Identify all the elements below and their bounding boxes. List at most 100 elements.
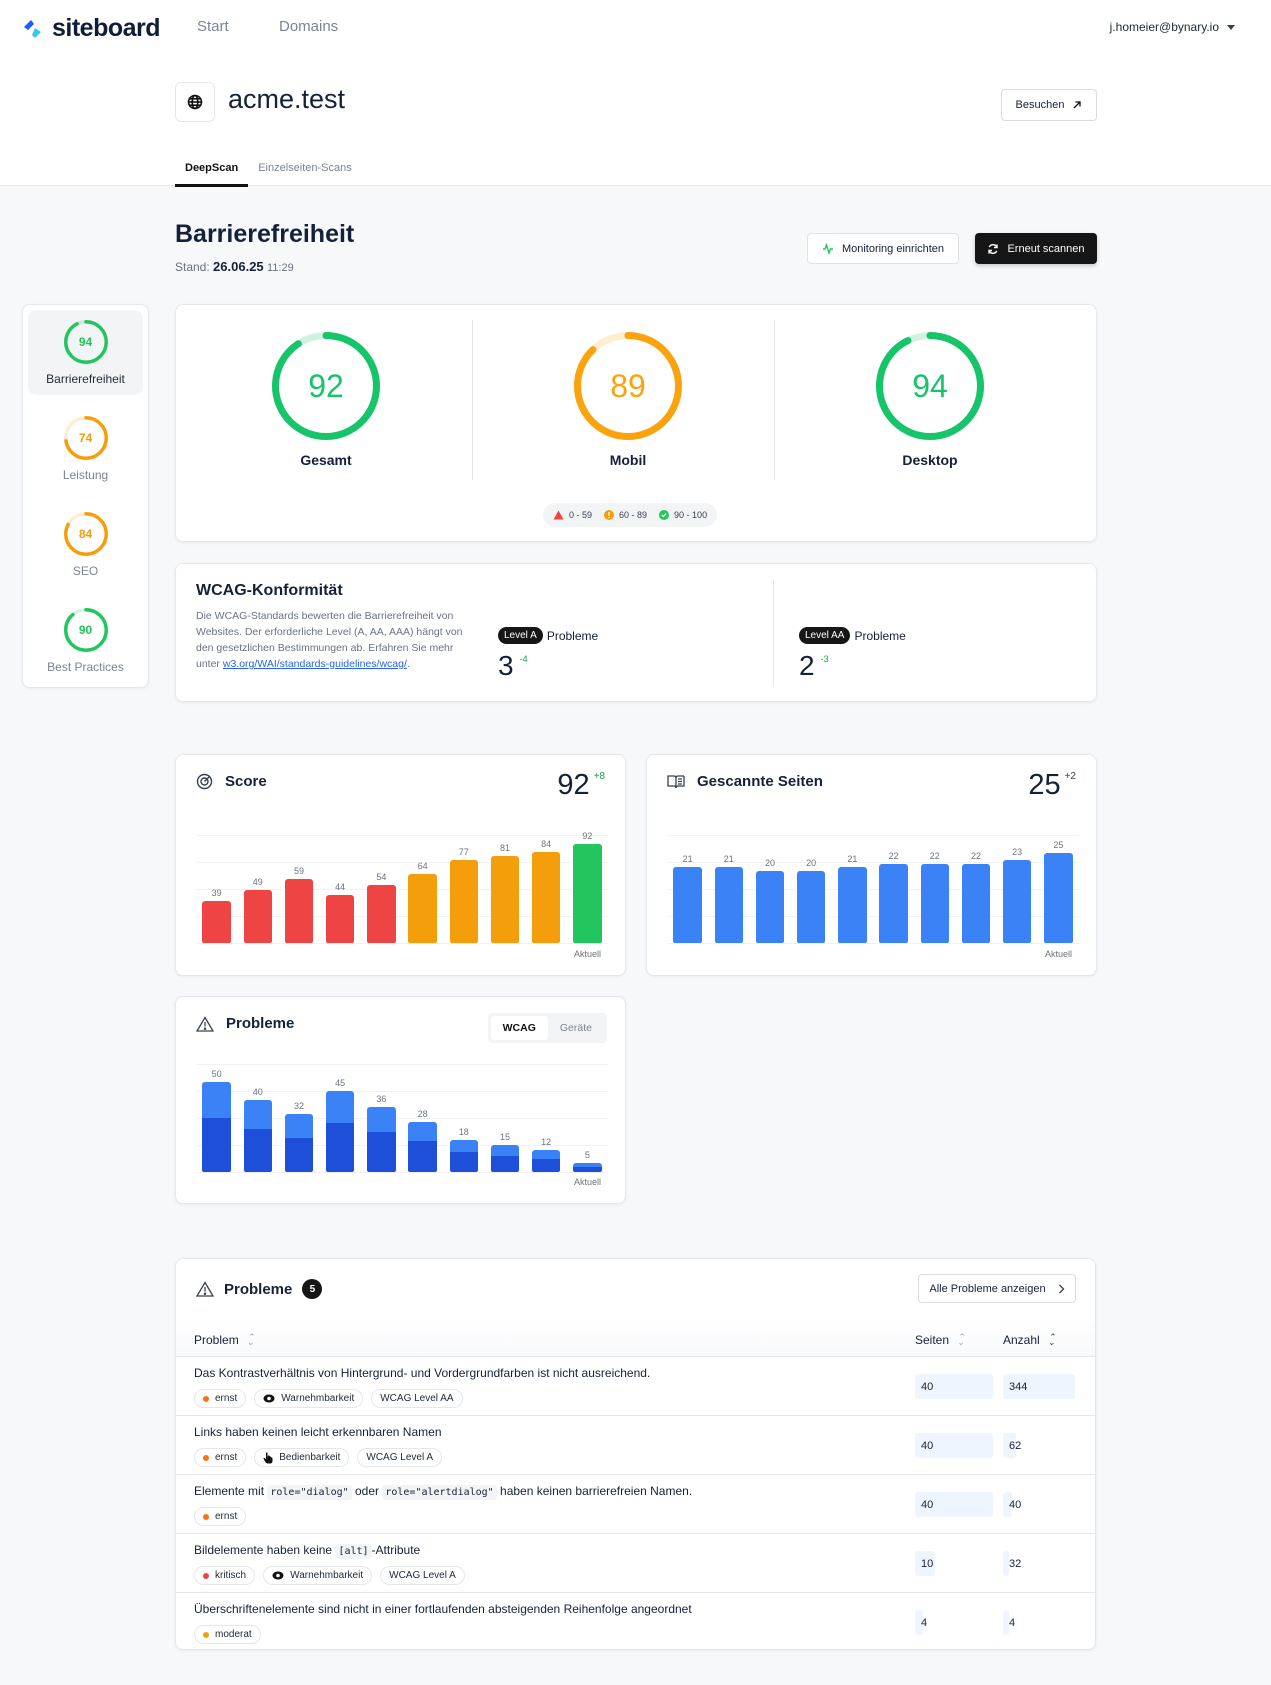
occurrence-count: 62 — [1003, 1433, 1021, 1458]
score-overview-card: 0 - 59 60 - 89 90 - 100 92 Gesamt 89 Mobil 9… — [175, 304, 1097, 542]
sidebar-item-best-practices[interactable]: 90 Best Practices — [28, 598, 143, 683]
pages-count: 10 — [915, 1551, 935, 1576]
visit-button[interactable]: Besuchen — [1001, 89, 1097, 121]
toggle-wcag[interactable]: WCAG — [490, 1016, 548, 1040]
bar-segment[interactable] — [284, 1114, 314, 1138]
bar-segment[interactable] — [367, 1132, 396, 1172]
bar-value-label: 12 — [541, 1137, 552, 1148]
bar[interactable] — [961, 863, 991, 943]
bar[interactable] — [796, 871, 826, 943]
gauge-label: Desktop — [902, 452, 958, 468]
bar[interactable] — [573, 843, 602, 943]
bar-value-label: 15 — [499, 1132, 510, 1142]
bar-segment[interactable] — [243, 1100, 272, 1129]
bar-segment[interactable] — [202, 1082, 231, 1118]
bar[interactable] — [325, 895, 355, 943]
pointer-hand-icon — [263, 1452, 273, 1464]
brand-logo[interactable]: siteboard — [22, 14, 161, 43]
sidebar-item-seo[interactable]: 84 SEO — [28, 502, 143, 587]
tab-einzelseiten-scans[interactable]: Einzelseiten-Scans — [258, 162, 352, 174]
bar[interactable] — [673, 867, 702, 943]
level-a-problems: Level A Probleme 3 -4 — [498, 627, 598, 682]
level-aa-problems: Level AA Probleme 2 -3 — [799, 627, 906, 682]
gauge-desktop: 94 Desktop — [780, 320, 1080, 480]
bar-value-label: 23 — [1012, 847, 1023, 858]
table-row[interactable]: Elemente mit role="dialog" oder role="al… — [176, 1475, 1095, 1534]
column-seiten[interactable]: Seiten ⌃ ⌄ — [915, 1333, 965, 1348]
bar-value-label: 25 — [1053, 840, 1064, 850]
bar-segment[interactable] — [367, 1107, 396, 1133]
bar-segment[interactable] — [243, 1128, 272, 1172]
severity-dot-icon — [203, 1513, 209, 1520]
bar-segment[interactable] — [325, 1123, 355, 1172]
bar-segment[interactable] — [325, 1091, 355, 1124]
table-row[interactable]: Überschriftenelemente sind nicht in eine… — [176, 1593, 1095, 1652]
nav-start[interactable]: Start — [197, 18, 229, 35]
tab-deepscan[interactable]: DeepScan — [175, 155, 249, 187]
score-current: 92 +8 — [557, 769, 605, 802]
divider — [774, 320, 775, 480]
rescan-button[interactable]: Erneut scannen — [975, 233, 1097, 264]
bar-segment[interactable] — [408, 1141, 437, 1172]
score-ring: 90 — [63, 607, 108, 652]
bar[interactable] — [879, 863, 908, 943]
chevron-right-icon — [1058, 1284, 1065, 1293]
score-delta: +8 — [593, 771, 605, 782]
score-bar-chart: 39 49 59 44 54 64 77 81 84 92 — [196, 831, 608, 944]
severity-dot-icon — [203, 1572, 209, 1579]
activity-pulse-icon — [822, 242, 833, 255]
toggle-geraete[interactable]: Geräte — [559, 1022, 592, 1034]
bar-segment[interactable] — [202, 1118, 231, 1172]
bar[interactable] — [838, 867, 867, 943]
table-row[interactable]: Links haben keinen leicht erkennbaren Na… — [176, 1416, 1095, 1475]
level-aa-label: Probleme — [854, 628, 906, 643]
column-anzahl[interactable]: Anzahl ⌃ ⌄ — [1003, 1333, 1055, 1348]
bar[interactable] — [1044, 853, 1073, 943]
bar[interactable] — [243, 890, 272, 943]
category-tag: Warnehmbarkeit — [263, 1566, 373, 1585]
bar-value-label: 81 — [499, 842, 510, 853]
severity-tag: ernst — [194, 1389, 247, 1408]
bar[interactable] — [531, 852, 561, 943]
bar-segment[interactable] — [284, 1137, 314, 1172]
bar-segment[interactable] — [490, 1145, 520, 1156]
bar-segment[interactable] — [449, 1139, 478, 1153]
bar[interactable] — [408, 873, 437, 943]
bar[interactable] — [490, 855, 520, 943]
user-menu[interactable]: j.homeier@bynary.io — [1110, 20, 1235, 34]
bar-segment[interactable] — [573, 1166, 602, 1172]
bar-value-label: 39 — [211, 887, 222, 898]
bar[interactable] — [449, 859, 478, 943]
table-row[interactable]: Bildelemente haben keine [alt] -Attribute… — [176, 1534, 1095, 1593]
bar[interactable] — [284, 879, 314, 943]
problems-card-title: Probleme — [196, 1015, 294, 1032]
column-problem[interactable]: Problem ⌃ ⌄ — [194, 1333, 254, 1348]
external-arrow-icon — [1074, 101, 1082, 109]
wcag-link[interactable]: w3.org/WAI/standards-guidelines/wcag/ — [222, 658, 407, 670]
nav-domains[interactable]: Domains — [279, 18, 339, 35]
bar-segment[interactable] — [531, 1150, 561, 1160]
monitoring-button[interactable]: Monitoring einrichten — [807, 233, 959, 264]
bar-segment[interactable] — [490, 1155, 520, 1172]
pages-value: 25 — [1028, 769, 1061, 801]
bar-segment[interactable] — [408, 1121, 437, 1142]
bar[interactable] — [755, 871, 785, 943]
table-row[interactable]: Das Kontrastverhältnis von Hintergrund- … — [176, 1357, 1095, 1416]
show-all-problems-button[interactable]: Alle Probleme anzeigen — [918, 1274, 1076, 1303]
bar-segment[interactable] — [573, 1163, 602, 1167]
pages-count: 40 — [915, 1433, 993, 1458]
bar-value-label: 22 — [888, 850, 899, 861]
bar[interactable] — [202, 900, 231, 943]
problems-table-header: Probleme 5 — [196, 1279, 323, 1299]
bar-segment[interactable] — [449, 1152, 478, 1172]
sidebar-item-barrierefreiheit[interactable]: 94 Barrierefreiheit — [28, 310, 143, 395]
bar[interactable] — [714, 867, 743, 943]
bar[interactable] — [920, 863, 949, 943]
bar-segment[interactable] — [531, 1159, 561, 1172]
wcag-level-tag: WCAG Level A — [357, 1448, 443, 1467]
bar[interactable] — [367, 884, 396, 943]
gridline — [196, 943, 608, 944]
bar[interactable] — [1002, 860, 1032, 943]
sidebar-item-leistung[interactable]: 74 Leistung — [28, 406, 143, 491]
bar-value-label: 50 — [211, 1069, 222, 1079]
